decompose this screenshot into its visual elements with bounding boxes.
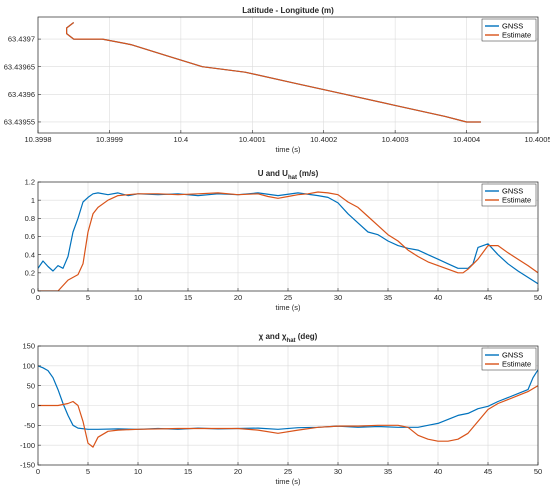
- x-tick-label: 10.3999: [96, 135, 123, 144]
- legend-label-gnss: GNSS: [502, 351, 523, 360]
- x-tick-label: 10: [134, 467, 142, 476]
- legend-label-gnss: GNSS: [502, 22, 523, 31]
- series-line-gnss: [38, 192, 538, 285]
- y-tick-label: 63.43955: [4, 118, 35, 127]
- y-tick-label: 50: [27, 381, 35, 390]
- x-tick-label: 10.4001: [239, 135, 266, 144]
- x-tick-label: 40: [434, 467, 442, 476]
- x-tick-label: 10.4005: [524, 135, 550, 144]
- chart-panel-2: 0 5 10 15 20 25 30 35 40 45 50 0 0.2 0.4 0.6 0.8 1 1.2 tim…: [25, 169, 543, 312]
- series-line-estimate: [38, 385, 538, 448]
- x-tick-label: 30: [334, 293, 342, 302]
- chart-title: Latitude - Longitude (m): [242, 6, 334, 15]
- y-tick-label: 63.4396: [8, 90, 35, 99]
- y-tick-label: 63.4397: [8, 35, 35, 44]
- y-tick-label: -100: [20, 441, 35, 450]
- y-tick-label: 0.2: [25, 268, 35, 277]
- series-line-estimate: [66, 22, 481, 123]
- legend-label-estimate: Estimate: [502, 31, 531, 40]
- series-line-gnss: [38, 365, 538, 430]
- y-tick-label: 1: [31, 196, 35, 205]
- chart-title: U and Uhat (m/s): [258, 169, 319, 181]
- x-tick-label: 50: [534, 293, 542, 302]
- series-line-estimate: [38, 191, 538, 291]
- chart-panel-1: 10.3998 10.3999 10.4 10.4001 10.4002 10.4003 1…: [4, 6, 550, 154]
- x-axis-label: time (s): [276, 477, 302, 486]
- x-tick-label: 10.4004: [453, 135, 480, 144]
- x-tick-label: 10.4002: [310, 135, 337, 144]
- axes-box: [37, 16, 539, 134]
- legend-label-gnss: GNSS: [502, 187, 523, 196]
- axes-box: [37, 345, 539, 466]
- y-tick-label: 0.8: [25, 214, 35, 223]
- x-tick-label: 20: [234, 293, 242, 302]
- y-tick-label: -50: [24, 421, 35, 430]
- x-tick-label: 25: [284, 293, 292, 302]
- x-axis-label: time (s): [276, 145, 302, 154]
- y-tick-label: -150: [20, 461, 35, 470]
- x-tick-label: 10.3998: [24, 135, 51, 144]
- x-tick-label: 10.4003: [382, 135, 409, 144]
- x-tick-label: 0: [36, 467, 40, 476]
- x-tick-label: 45: [484, 293, 492, 302]
- x-tick-label: 40: [434, 293, 442, 302]
- chart-panel-3: 0 5 10 15 20 25 30 35 40 45 50 -150 -100 -50 0 50 100 150…: [20, 332, 542, 486]
- axes-box: [37, 181, 539, 292]
- x-tick-label: 45: [484, 467, 492, 476]
- y-tick-label: 63.43965: [4, 62, 35, 71]
- y-tick-label: 0: [31, 287, 35, 296]
- x-tick-label: 15: [184, 467, 192, 476]
- y-tick-label: 0.6: [25, 232, 35, 241]
- plot-area: [38, 17, 538, 133]
- x-tick-label: 10.4: [174, 135, 189, 144]
- x-tick-label: 10: [134, 293, 142, 302]
- y-tick-label: 0.4: [25, 250, 35, 259]
- legend-label-estimate: Estimate: [502, 196, 531, 205]
- x-tick-label: 35: [384, 293, 392, 302]
- x-tick-label: 15: [184, 293, 192, 302]
- chart-title: χ and χhat (deg): [259, 332, 318, 344]
- x-axis-label: time (s): [276, 303, 302, 312]
- x-tick-label: 35: [384, 467, 392, 476]
- legend-label-estimate: Estimate: [502, 360, 531, 369]
- x-tick-label: 5: [86, 467, 90, 476]
- x-tick-label: 0: [36, 293, 40, 302]
- y-tick-label: 0: [31, 401, 35, 410]
- x-tick-label: 20: [234, 467, 242, 476]
- y-tick-label: 1.2: [25, 178, 35, 187]
- x-tick-label: 5: [86, 293, 90, 302]
- y-tick-label: 100: [22, 361, 35, 370]
- x-tick-label: 30: [334, 467, 342, 476]
- x-tick-label: 25: [284, 467, 292, 476]
- x-tick-label: 50: [534, 467, 542, 476]
- y-tick-label: 150: [22, 342, 35, 351]
